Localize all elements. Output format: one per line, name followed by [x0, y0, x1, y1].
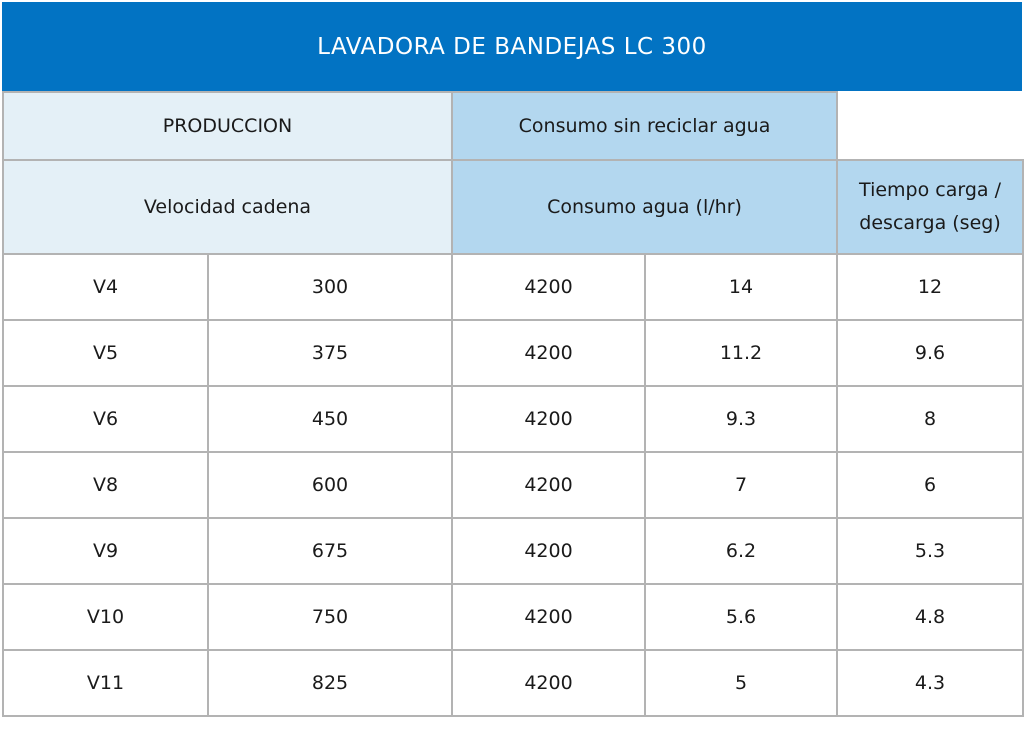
- production-cell: 600: [207, 451, 453, 519]
- production-cell: 450: [207, 385, 453, 453]
- table-body: V4 300 4200 14 12 V5 375 4200 11.2 9.6 V6 450 4200 9.…: [2, 253, 1024, 717]
- time-cell: 8: [836, 385, 1024, 453]
- value-cell: 6.2: [643, 517, 839, 585]
- speed-cell: V10: [2, 583, 209, 651]
- production-cell: 825: [207, 649, 453, 717]
- water-consumption-cell: 4200: [451, 319, 646, 387]
- table-row: V8 600 4200 7 6: [2, 451, 1024, 519]
- production-cell: 375: [207, 319, 453, 387]
- table-row: V11 825 4200 5 4.3: [2, 649, 1024, 717]
- header-consumo-sin-reciclar: Consumo sin reciclar agua: [450, 91, 839, 161]
- water-consumption-cell: 4200: [451, 253, 646, 321]
- water-consumption-cell: 4200: [451, 451, 646, 519]
- table-row: V5 375 4200 11.2 9.6: [2, 319, 1024, 387]
- spec-table: PRODUCCION Consumo sin reciclar agua Vel…: [2, 91, 1024, 717]
- table-row: V10 750 4200 5.6 4.8: [2, 583, 1024, 651]
- header-velocidad-cadena: Velocidad cadena: [2, 159, 453, 255]
- header-tiempo-line-1: Tiempo carga /: [859, 179, 1001, 201]
- production-cell: 675: [207, 517, 453, 585]
- header-produccion: PRODUCCION: [2, 91, 453, 161]
- value-cell: 9.3: [643, 385, 839, 453]
- time-cell: 4.3: [836, 649, 1024, 717]
- table-row: V6 450 4200 9.3 8: [2, 385, 1024, 453]
- time-cell: 9.6: [836, 319, 1024, 387]
- speed-cell: V5: [2, 319, 209, 387]
- water-consumption-cell: 4200: [451, 517, 646, 585]
- value-cell: 5: [643, 649, 839, 717]
- header-tiempo-line-2: descarga (seg): [859, 212, 1001, 234]
- value-cell: 5.6: [643, 583, 839, 651]
- water-consumption-cell: 4200: [451, 649, 646, 717]
- header-consumo-agua: Consumo agua (l/hr): [450, 159, 839, 255]
- table-row: V9 675 4200 6.2 5.3: [2, 517, 1024, 585]
- time-cell: 5.3: [836, 517, 1024, 585]
- water-consumption-cell: 4200: [451, 385, 646, 453]
- header-row-2: Velocidad cadena Consumo agua (l/hr) Tie…: [2, 159, 1024, 255]
- production-cell: 300: [207, 253, 453, 321]
- water-consumption-cell: 4200: [451, 583, 646, 651]
- speed-cell: V8: [2, 451, 209, 519]
- speed-cell: V11: [2, 649, 209, 717]
- header-blank-cell: [836, 91, 1024, 161]
- time-cell: 4.8: [836, 583, 1024, 651]
- speed-cell: V6: [2, 385, 209, 453]
- speed-cell: V9: [2, 517, 209, 585]
- value-cell: 14: [643, 253, 839, 321]
- table-row: V4 300 4200 14 12: [2, 253, 1024, 321]
- value-cell: 11.2: [643, 319, 839, 387]
- header-row-1: PRODUCCION Consumo sin reciclar agua: [2, 91, 1024, 161]
- value-cell: 7: [643, 451, 839, 519]
- production-cell: 750: [207, 583, 453, 651]
- time-cell: 6: [836, 451, 1024, 519]
- header-tiempo-carga: Tiempo carga / descarga (seg): [836, 159, 1024, 255]
- speed-cell: V4: [2, 253, 209, 321]
- table-title: LAVADORA DE BANDEJAS LC 300: [2, 2, 1022, 91]
- time-cell: 12: [836, 253, 1024, 321]
